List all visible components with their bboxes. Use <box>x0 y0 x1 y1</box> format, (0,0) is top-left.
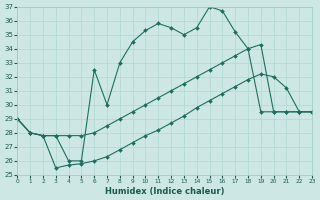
X-axis label: Humidex (Indice chaleur): Humidex (Indice chaleur) <box>105 187 224 196</box>
